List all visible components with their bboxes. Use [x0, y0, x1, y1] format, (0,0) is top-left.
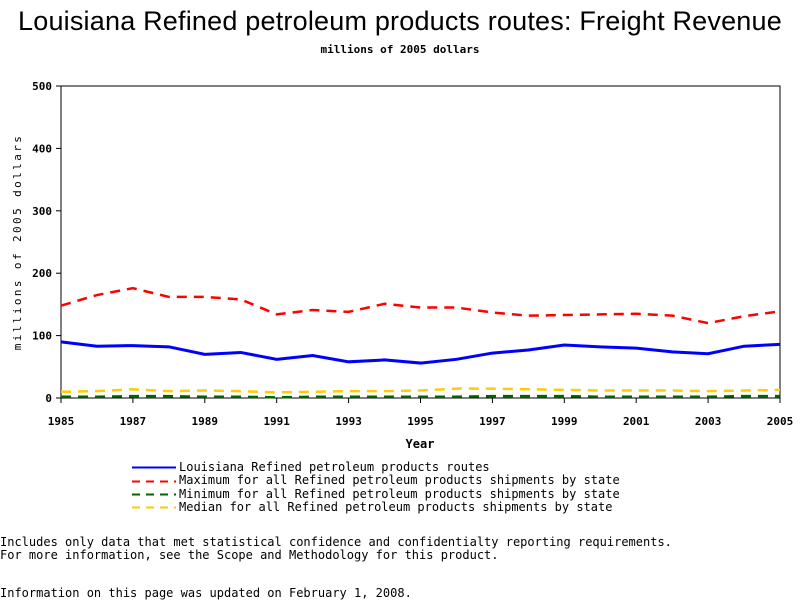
x-axis-label: Year — [406, 437, 435, 451]
x-tick-label: 1989 — [192, 415, 219, 428]
y-tick-label: 500 — [32, 80, 52, 93]
legend-label: Louisiana Refined petroleum products rou… — [179, 460, 490, 474]
x-tick-label: 1991 — [263, 415, 290, 428]
y-axis-label: millions of 2005 dollars — [11, 134, 24, 351]
x-tick-label: 1995 — [407, 415, 434, 428]
legend-swatch-minimum — [132, 493, 176, 496]
legend-item: Louisiana Refined petroleum products rou… — [132, 460, 620, 474]
x-tick-label: 2005 — [767, 415, 794, 428]
legend-item: Maximum for all Refined petroleum produc… — [132, 473, 620, 488]
y-axis: 0 100 200 300 400 500 — [32, 80, 61, 405]
footnote-confidence: Includes only data that met statistical … — [0, 535, 672, 549]
x-tick-label: 1993 — [335, 415, 362, 428]
x-axis: 1985 1987 1989 1991 1993 1995 1997 1999 2001 2003… — [48, 398, 794, 428]
series-line-1 — [60, 286, 781, 325]
x-tick-label: 1999 — [551, 415, 578, 428]
y-tick-label: 300 — [32, 205, 52, 218]
chart-title: Louisiana Refined petroleum products rou… — [18, 6, 782, 36]
y-tick-label: 200 — [32, 267, 52, 280]
legend-label: Median for all Refined petroleum product… — [179, 500, 613, 515]
series-line-3 — [60, 387, 781, 394]
footnote-methodology: For more information, see the Scope and … — [0, 548, 499, 562]
x-tick-label: 1985 — [48, 415, 75, 428]
x-tick-label: 1997 — [479, 415, 506, 428]
legend-item: Minimum for all Refined petroleum produc… — [132, 486, 620, 501]
series-layer — [60, 286, 781, 399]
legend-label: Minimum for all Refined petroleum produc… — [179, 486, 620, 501]
x-tick-label: 2003 — [695, 415, 722, 428]
legend-swatch-maximum — [132, 480, 176, 483]
series-line-0 — [60, 340, 781, 365]
footnote-updated: Information on this page was updated on … — [0, 586, 412, 600]
x-tick-label: 2001 — [623, 415, 650, 428]
x-tick-label: 1987 — [120, 415, 147, 428]
y-tick-label: 400 — [32, 142, 52, 155]
chart-subtitle: millions of 2005 dollars — [320, 43, 480, 56]
series-line-2 — [61, 394, 780, 399]
chart-legend: Louisiana Refined petroleum products rou… — [132, 460, 620, 515]
line-chart: 0 100 200 300 400 500 1985 1987 1989 1991 1993 199… — [11, 80, 794, 451]
legend-swatch-louisiana — [132, 466, 176, 469]
legend-label: Maximum for all Refined petroleum produc… — [179, 473, 620, 488]
y-tick-label: 100 — [32, 330, 52, 343]
legend-swatch-median — [132, 506, 176, 509]
legend-item: Median for all Refined petroleum product… — [132, 500, 620, 515]
y-tick-label: 0 — [45, 392, 52, 405]
